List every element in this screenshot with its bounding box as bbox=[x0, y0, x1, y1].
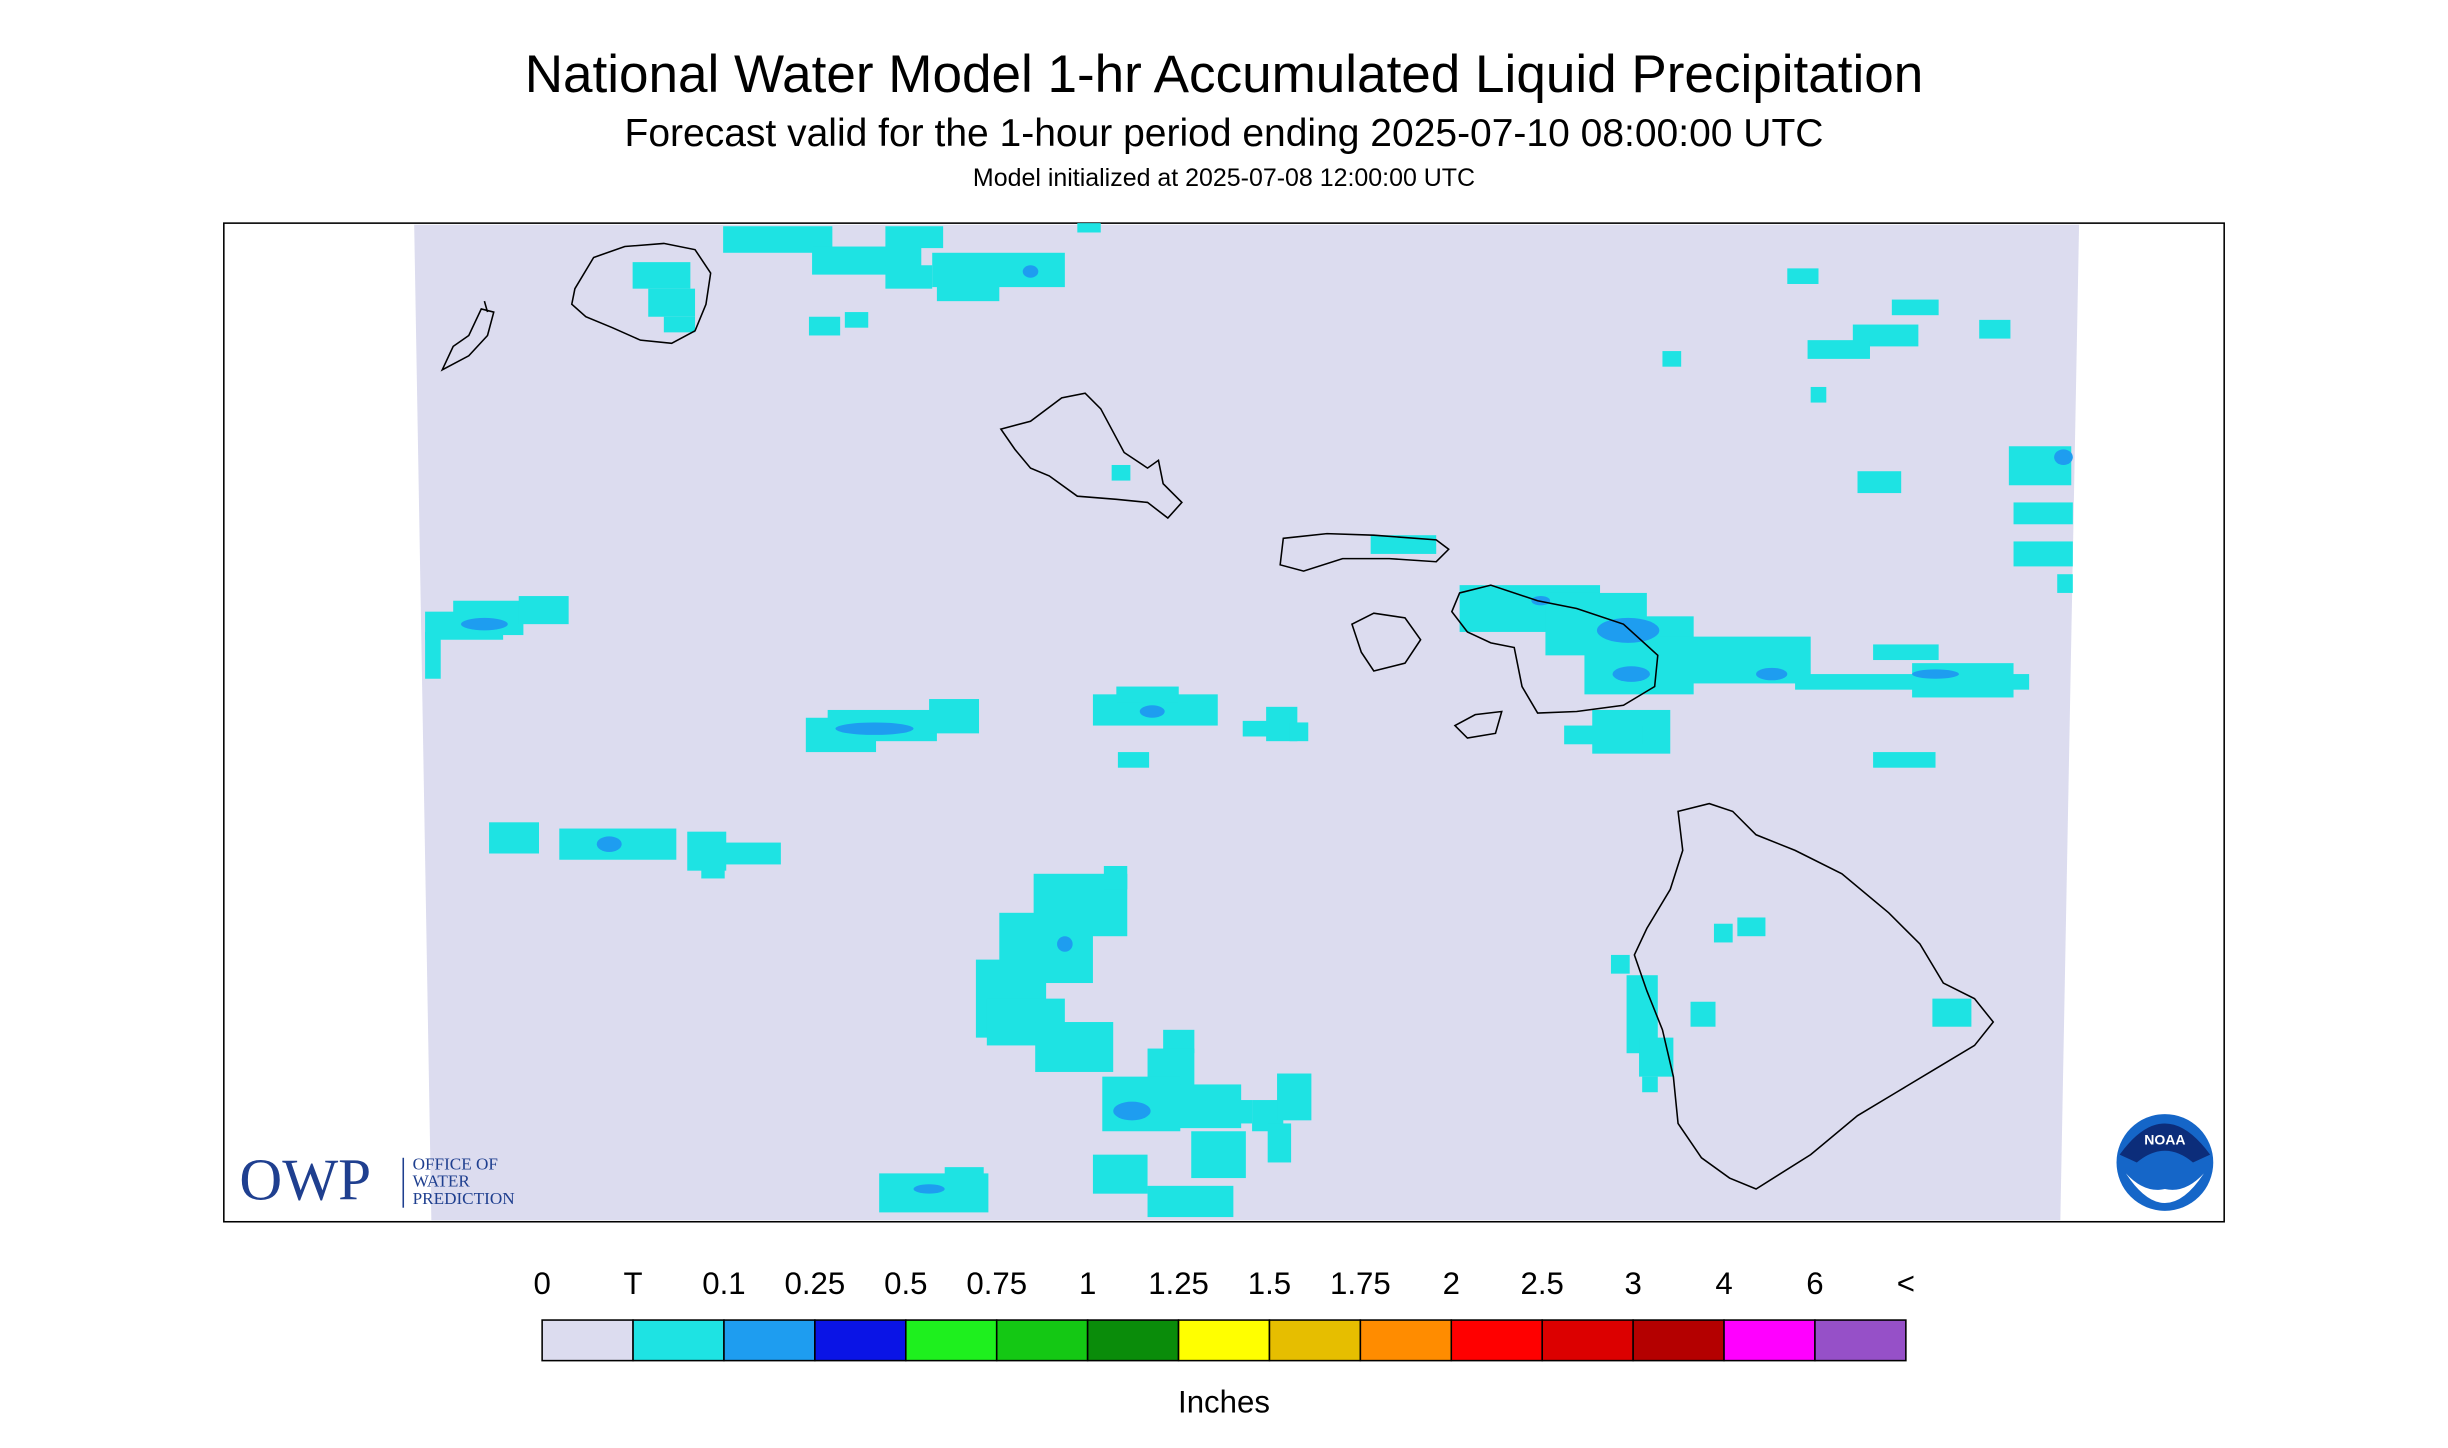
colorbar-swatch bbox=[723, 1319, 816, 1362]
colorbar-label: 6 bbox=[1806, 1266, 1823, 1301]
coastlines bbox=[440, 242, 1995, 1190]
colorbar: 0 T 0.1 0.25 0.5 0.75 1 1.25 1.5 1.75 2 2.5 3 4 6 < bbox=[533, 1266, 1915, 1362]
colorbar-swatch bbox=[1086, 1319, 1180, 1362]
title: National Water Model 1-hr Accumulated Li… bbox=[525, 45, 1924, 104]
colorbar-swatch bbox=[1359, 1319, 1453, 1362]
colorbar-label: 1.5 bbox=[1248, 1266, 1291, 1301]
colorbar-label: 4 bbox=[1715, 1266, 1732, 1301]
colorbar-label: 1.75 bbox=[1330, 1266, 1391, 1301]
owp-logo-text: WATER bbox=[413, 1172, 471, 1191]
precip-light bbox=[460, 265, 2073, 1194]
colorbar-label: 1 bbox=[1079, 1266, 1096, 1301]
precip-trace bbox=[425, 223, 2073, 1218]
owp-logo-mark: OWP bbox=[239, 1146, 371, 1212]
subtitle: Forecast valid for the 1-hour period end… bbox=[625, 112, 1824, 155]
colorbar-label: 0.75 bbox=[966, 1266, 1027, 1301]
owp-logo-text: PREDICTION bbox=[413, 1189, 515, 1208]
owp-logo-text: OFFICE OF bbox=[413, 1155, 498, 1174]
colorbar-label: 1.25 bbox=[1148, 1266, 1209, 1301]
colorbar-label: 0.25 bbox=[785, 1266, 846, 1301]
colorbar-label: 0.1 bbox=[702, 1266, 745, 1301]
colorbar-label: 0.5 bbox=[884, 1266, 927, 1301]
noaa-logo: NOAA bbox=[2116, 1114, 2214, 1211]
init-time: Model initialized at 2025-07-08 12:00:00… bbox=[973, 164, 1475, 192]
colorbar-label: < bbox=[1897, 1266, 1915, 1301]
noaa-logo-text: NOAA bbox=[2144, 1131, 2185, 1147]
colorbar-swatch bbox=[814, 1319, 907, 1362]
owp-logo: OWP OFFICE OF WATER PREDICTION bbox=[239, 1146, 514, 1212]
colorbar-label: 0 bbox=[533, 1266, 550, 1301]
colorbar-swatch bbox=[541, 1319, 634, 1362]
colorbar-swatch bbox=[905, 1319, 998, 1362]
colorbar-label: 2 bbox=[1443, 1266, 1460, 1301]
colorbar-swatch bbox=[1268, 1319, 1362, 1362]
colorbar-unit: Inches bbox=[1178, 1385, 1270, 1420]
map: OWP OFFICE OF WATER PREDICTION NOAA bbox=[223, 222, 2225, 1223]
colorbar-label: 3 bbox=[1624, 1266, 1641, 1301]
colorbar-swatch bbox=[995, 1319, 1089, 1362]
colorbar-swatch bbox=[1814, 1319, 1907, 1362]
colorbar-swatch bbox=[632, 1319, 725, 1362]
colorbar-label: T bbox=[624, 1266, 643, 1301]
colorbar-swatch bbox=[1541, 1319, 1634, 1362]
colorbar-swatch bbox=[1450, 1319, 1543, 1362]
colorbar-swatch bbox=[1632, 1319, 1725, 1362]
colorbar-swatch bbox=[1177, 1319, 1271, 1362]
colorbar-swatch bbox=[1723, 1319, 1816, 1362]
colorbar-label: 2.5 bbox=[1521, 1266, 1564, 1301]
